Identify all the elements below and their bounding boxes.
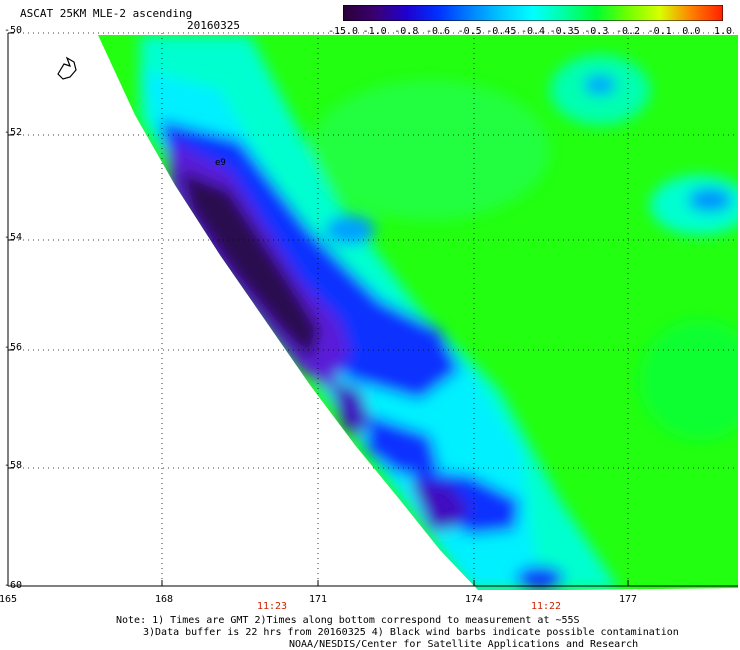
color-scale-label: -0.5 — [457, 26, 482, 37]
lon-label-171: 171 — [308, 594, 328, 605]
chart-title: ASCAT 25KM MLE-2 ascending — [20, 7, 193, 20]
color-scale-label: -0.35 — [549, 26, 580, 37]
wind-data-map: e9 — [7, 32, 738, 590]
note-line-2: 3)Data buffer is 22 hrs from 20160325 4)… — [143, 627, 679, 638]
color-scale-label: -0.6 — [425, 26, 451, 37]
color-scale-label: -15.0 — [327, 26, 359, 37]
lon-label-165: 165 — [0, 594, 18, 605]
lon-label-177: 177 — [618, 594, 638, 605]
time-label-left: 11:23 — [256, 601, 288, 612]
color-scale-label: -0.2 — [615, 26, 641, 37]
lat-label-54: -54 — [4, 232, 23, 243]
chart-date: 20160325 — [187, 19, 240, 32]
lat-label-58: -58 — [4, 460, 23, 471]
island-outline — [57, 56, 77, 80]
note-line-1: Note: 1) Times are GMT 2)Times along bot… — [116, 615, 580, 626]
wind-swath — [98, 35, 738, 590]
color-scale-label: -1.0 — [362, 26, 387, 37]
lat-label-60: -60 — [4, 580, 23, 591]
color-scale-label: 0.0 — [682, 26, 701, 37]
note-line-3: NOAA/NESDIS/Center for Satellite Applica… — [289, 639, 639, 650]
time-label-right: 11:22 — [530, 601, 562, 612]
color-scale-label: -0.4 — [520, 26, 546, 37]
color-scale-label: 1.0 — [713, 26, 733, 37]
lat-label-56: -56 — [4, 342, 23, 353]
color-scale-label: -0.45 — [486, 26, 517, 37]
lat-label-52: -52 — [4, 127, 23, 138]
lat-label-50: -50 — [4, 25, 23, 36]
color-scale-label: -0.3 — [584, 26, 609, 37]
color-scale-label: -0.8 — [394, 26, 419, 37]
lon-label-168: 168 — [154, 594, 174, 605]
color-scale-label: -0.1 — [647, 26, 672, 37]
map-marker-text: e9 — [215, 158, 226, 168]
color-scale-gradient — [343, 5, 723, 21]
lon-label-174: 174 — [464, 594, 484, 605]
color-scale-bar — [343, 5, 723, 21]
